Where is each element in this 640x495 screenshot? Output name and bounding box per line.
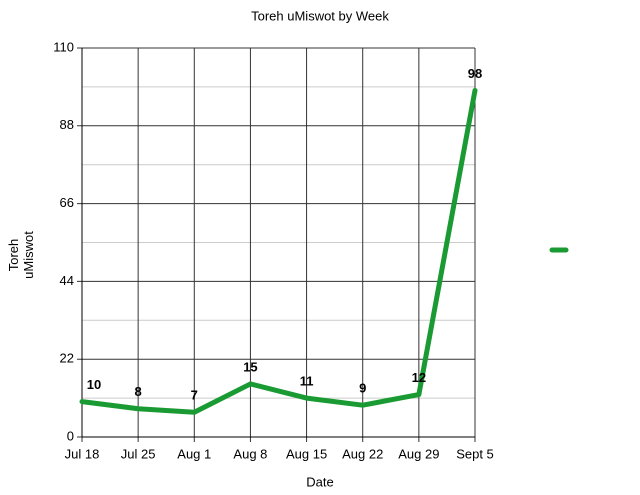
x-tick-label: Jul 25 bbox=[121, 446, 156, 461]
y-tick-label: 44 bbox=[60, 273, 74, 288]
y-tick-label: 66 bbox=[60, 195, 74, 210]
data-label: 15 bbox=[243, 359, 257, 374]
x-tick-label: Aug 29 bbox=[398, 446, 439, 461]
y-axis-label: TorehuMiswot bbox=[6, 231, 36, 279]
data-label: 10 bbox=[87, 377, 101, 392]
data-label: 98 bbox=[468, 66, 482, 81]
data-label: 12 bbox=[412, 370, 426, 385]
x-tick-label: Aug 15 bbox=[286, 446, 327, 461]
x-axis-label: Date bbox=[306, 474, 333, 489]
chart-title: Toreh uMiswot by Week bbox=[251, 8, 389, 23]
data-label: 8 bbox=[135, 384, 142, 399]
y-tick-label: 0 bbox=[67, 428, 74, 443]
data-line bbox=[79, 87, 478, 415]
x-tick-label: Sept 5 bbox=[456, 446, 494, 461]
x-tick-label: Aug 1 bbox=[177, 446, 211, 461]
x-tick-label: Jul 18 bbox=[65, 446, 100, 461]
data-label: 7 bbox=[191, 388, 198, 403]
y-tick-label: 110 bbox=[53, 39, 74, 54]
x-tick-label: Aug 8 bbox=[233, 446, 267, 461]
x-tick-label: Aug 22 bbox=[342, 446, 383, 461]
data-label: 11 bbox=[300, 374, 314, 389]
y-tick-label: 88 bbox=[60, 117, 74, 132]
data-label: 9 bbox=[359, 381, 366, 396]
y-tick-label: 22 bbox=[60, 351, 74, 366]
